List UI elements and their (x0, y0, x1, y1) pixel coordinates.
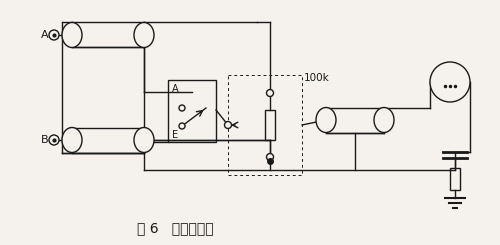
Circle shape (224, 122, 232, 128)
Circle shape (430, 62, 470, 102)
Text: 图 6   双芯屏蔽线: 图 6 双芯屏蔽线 (136, 221, 214, 235)
Circle shape (49, 135, 59, 145)
Ellipse shape (62, 127, 82, 152)
Bar (450, 168, 460, 190)
Text: E: E (172, 130, 178, 140)
Ellipse shape (374, 108, 394, 133)
Text: A: A (41, 30, 49, 40)
Circle shape (49, 30, 59, 40)
Text: A: A (172, 84, 178, 94)
Circle shape (179, 105, 185, 111)
Ellipse shape (134, 127, 154, 152)
Ellipse shape (316, 108, 336, 133)
Text: 100k: 100k (304, 73, 330, 83)
Circle shape (179, 123, 185, 129)
Ellipse shape (62, 23, 82, 48)
Circle shape (266, 154, 274, 160)
Text: B: B (41, 135, 49, 145)
Circle shape (266, 89, 274, 97)
Ellipse shape (134, 23, 154, 48)
Bar (228, 75, 302, 175)
Bar (168, 80, 216, 142)
Bar (265, 110, 275, 140)
